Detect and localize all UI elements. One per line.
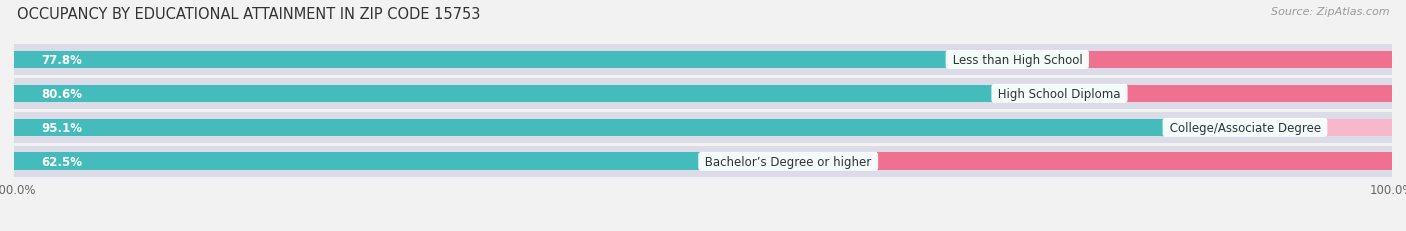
Text: Less than High School: Less than High School <box>949 54 1085 67</box>
Bar <box>14 119 1324 137</box>
Text: 95.1%: 95.1% <box>42 121 83 134</box>
Bar <box>1125 85 1392 103</box>
Text: OCCUPANCY BY EDUCATIONAL ATTAINMENT IN ZIP CODE 15753: OCCUPANCY BY EDUCATIONAL ATTAINMENT IN Z… <box>17 7 481 22</box>
Bar <box>14 153 876 170</box>
Bar <box>14 51 1085 69</box>
Bar <box>14 112 1392 143</box>
Text: 62.5%: 62.5% <box>42 155 83 168</box>
Bar <box>14 45 1392 75</box>
Bar <box>1085 51 1392 69</box>
Text: High School Diploma: High School Diploma <box>994 88 1125 100</box>
Bar <box>14 79 1392 109</box>
Bar <box>14 85 1125 103</box>
Bar <box>1324 119 1392 137</box>
Text: 80.6%: 80.6% <box>42 88 83 100</box>
Text: College/Associate Degree: College/Associate Degree <box>1166 121 1324 134</box>
Text: Bachelor’s Degree or higher: Bachelor’s Degree or higher <box>702 155 876 168</box>
Bar <box>876 153 1392 170</box>
Bar <box>14 146 1392 177</box>
Text: Source: ZipAtlas.com: Source: ZipAtlas.com <box>1271 7 1389 17</box>
Text: 77.8%: 77.8% <box>42 54 83 67</box>
